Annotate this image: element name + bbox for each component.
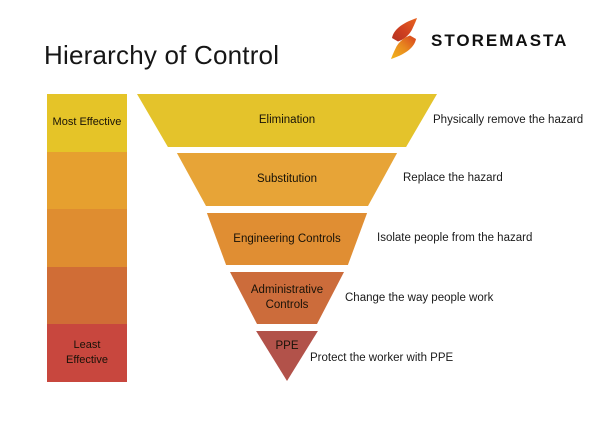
annotation-administrative-controls: Change the way people work bbox=[345, 292, 494, 304]
funnel-level-label: PPE bbox=[275, 339, 299, 352]
annotation-ppe: Protect the worker with PPE bbox=[310, 352, 454, 364]
scale-segment-2 bbox=[47, 151, 127, 210]
funnel-level-label: Elimination bbox=[258, 114, 316, 126]
least-effective-label: Least Effective bbox=[66, 339, 108, 367]
effectiveness-scale: Most Effective Least Effective bbox=[47, 94, 127, 382]
storemasta-ribbon-icon bbox=[391, 18, 417, 59]
scale-segment-most: Most Effective bbox=[47, 94, 127, 152]
funnel-level-label: Engineering Controls bbox=[233, 232, 341, 245]
most-effective-label: Most Effective bbox=[52, 116, 122, 129]
annotation-substitution: Replace the hazard bbox=[403, 172, 503, 184]
funnel-level-engineering-controls: Engineering Controls bbox=[206, 213, 368, 265]
storemasta-wordmark: STOREMASTA bbox=[431, 31, 569, 50]
funnel-level-substitution: Substitution bbox=[176, 153, 398, 206]
funnel-level-label: Substitution bbox=[256, 173, 318, 185]
funnel-level-label: Administrative Controls bbox=[250, 284, 324, 311]
annotation-engineering-controls: Isolate people from the hazard bbox=[377, 232, 533, 244]
scale-segment-4 bbox=[47, 266, 127, 325]
page-title: Hierarchy of Control bbox=[44, 40, 280, 70]
funnel-level-elimination: Elimination bbox=[137, 94, 437, 147]
annotation-elimination: Physically remove the hazard bbox=[433, 114, 584, 126]
scale-segment-3 bbox=[47, 209, 127, 267]
scale-segment-least: Least Effective bbox=[47, 324, 127, 382]
